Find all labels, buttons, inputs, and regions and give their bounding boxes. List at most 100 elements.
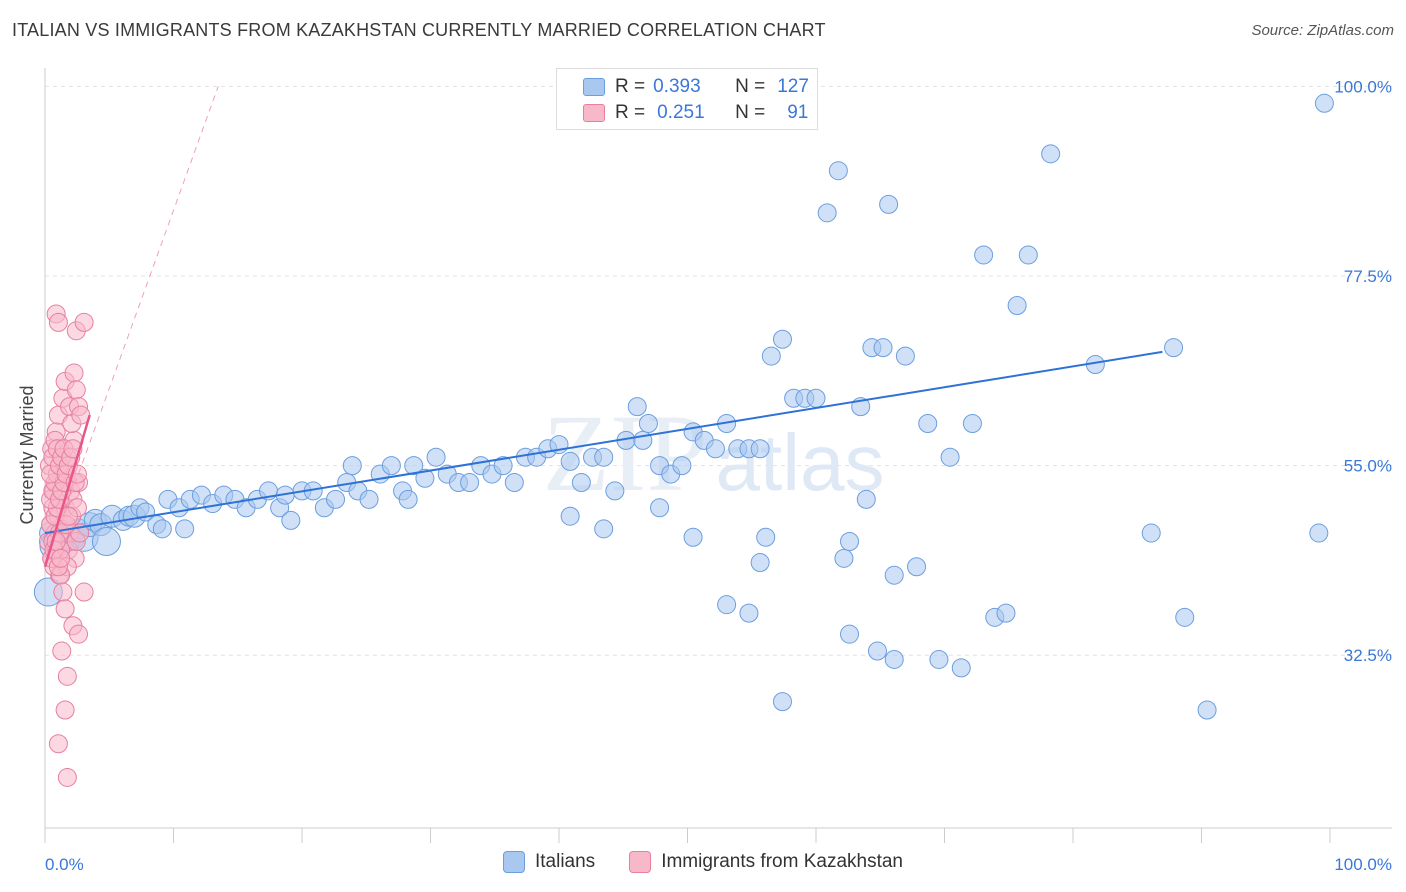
legend-r-value: 0.251 <box>657 102 705 123</box>
y-tick-label: 32.5% <box>1344 646 1392 665</box>
kazakhstan-point <box>52 641 72 661</box>
legend-item-italians[interactable]: Italians <box>502 851 596 873</box>
kazakhstan-point <box>57 767 77 787</box>
italians-point <box>493 456 513 476</box>
italians-trend-line <box>44 350 1163 535</box>
kazakhstan-point <box>71 405 91 425</box>
italians-point <box>1314 93 1334 113</box>
italians-point <box>426 447 446 467</box>
italians-point <box>873 338 893 358</box>
kazakhstan-point <box>69 624 89 644</box>
italians-point <box>1164 338 1184 358</box>
legend-row-kazakhstan: R = 0.251 N = 91 <box>583 101 808 125</box>
legend-label-italians: Italians <box>534 851 596 872</box>
source-label: Source: ZipAtlas.com <box>1251 22 1394 39</box>
data-points <box>33 93 1334 787</box>
italians-point <box>1197 700 1217 720</box>
kazakhstan-point <box>74 582 94 602</box>
italians-point <box>884 649 904 669</box>
italians-point <box>404 456 424 476</box>
italians-point <box>152 519 172 539</box>
italians-point <box>929 649 949 669</box>
italians-point <box>672 456 692 476</box>
series-legend: Italians Immigrants from Kazakhstan <box>0 851 1406 873</box>
kazakhstan-point <box>48 312 68 332</box>
italians-point <box>460 472 480 492</box>
kazakhstan-point <box>55 700 75 720</box>
italians-point <box>840 531 860 551</box>
italians-point <box>867 641 887 661</box>
correlation-legend: R = 0.393 N = 127 R = 0.251 N = 91 <box>556 68 818 130</box>
kazakhstan-point <box>48 734 68 754</box>
italians-point <box>834 548 854 568</box>
italians-point <box>605 481 625 501</box>
italians-point <box>974 245 994 265</box>
italians-point <box>594 519 614 539</box>
italians-point <box>884 565 904 585</box>
trend-lines <box>43 86 1163 568</box>
italians-point <box>739 603 759 623</box>
italians-point <box>962 414 982 434</box>
x-tick-label: 0.0% <box>45 855 84 874</box>
italians-point <box>951 658 971 678</box>
italians-point <box>918 414 938 434</box>
legend-r-label: R = <box>615 102 646 123</box>
italians-point <box>772 329 792 349</box>
legend-row-italians: R = 0.393 N = 127 <box>583 75 809 99</box>
grid <box>45 85 1392 656</box>
chart-title: ITALIAN VS IMMIGRANTS FROM KAZAKHSTAN CU… <box>12 20 826 40</box>
italians-point <box>326 489 346 509</box>
y-axis-label: Currently Married <box>17 385 37 524</box>
y-tick-label: 77.5% <box>1344 267 1392 286</box>
y-tick-label: 55.0% <box>1344 457 1392 476</box>
italians-point <box>175 519 195 539</box>
legend-r-label: R = <box>615 76 646 97</box>
italians-point <box>627 397 647 417</box>
x-tick-label: 100.0% <box>1334 855 1392 874</box>
legend-n-label: N = <box>735 76 766 97</box>
tick-labels: 32.5% 55.0% 77.5% 100.0% 0.0% 100.0% <box>45 77 1392 874</box>
italians-point <box>359 489 379 509</box>
italians-point <box>1007 296 1027 316</box>
legend-n-label: N = <box>735 102 766 123</box>
italians-point <box>705 439 725 459</box>
italians-point <box>1141 523 1161 543</box>
y-tick-label: 100.0% <box>1334 77 1392 96</box>
italians-point <box>633 430 653 450</box>
legend-n-value: 91 <box>787 102 809 123</box>
italians-point <box>594 447 614 467</box>
legend-label-kazakhstan: Immigrants from Kazakhstan <box>661 851 903 872</box>
kazakhstan-trend-extension <box>44 86 219 567</box>
italians-point <box>1175 607 1195 627</box>
italians-point <box>281 510 301 530</box>
legend-swatch-kazakhstan <box>629 851 652 873</box>
italians-point <box>907 557 927 577</box>
italians-point <box>996 603 1016 623</box>
italians-point <box>1018 245 1038 265</box>
italians-point <box>756 527 776 547</box>
italians-point <box>879 194 899 214</box>
italians-point <box>940 447 960 467</box>
legend-swatch-italians <box>583 78 605 96</box>
kazakhstan-point <box>57 666 77 686</box>
kazakhstan-point <box>51 548 71 568</box>
legend-item-kazakhstan[interactable]: Immigrants from Kazakhstan <box>629 851 903 873</box>
italians-point <box>1041 144 1061 164</box>
italians-point <box>828 161 848 181</box>
legend-swatch-kazakhstan <box>583 104 605 122</box>
italians-point <box>91 526 121 556</box>
italians-point <box>750 553 770 573</box>
kazakhstan-point <box>74 312 94 332</box>
italians-point <box>560 451 580 471</box>
italians-point <box>560 506 580 526</box>
italians-point <box>381 456 401 476</box>
italians-point <box>398 489 418 509</box>
italians-point <box>772 692 792 712</box>
italians-point <box>806 388 826 408</box>
italians-point <box>571 472 591 492</box>
italians-point <box>650 498 670 518</box>
legend-r-value: 0.393 <box>653 76 701 97</box>
legend-swatch-italians <box>502 851 525 873</box>
italians-point <box>683 527 703 547</box>
